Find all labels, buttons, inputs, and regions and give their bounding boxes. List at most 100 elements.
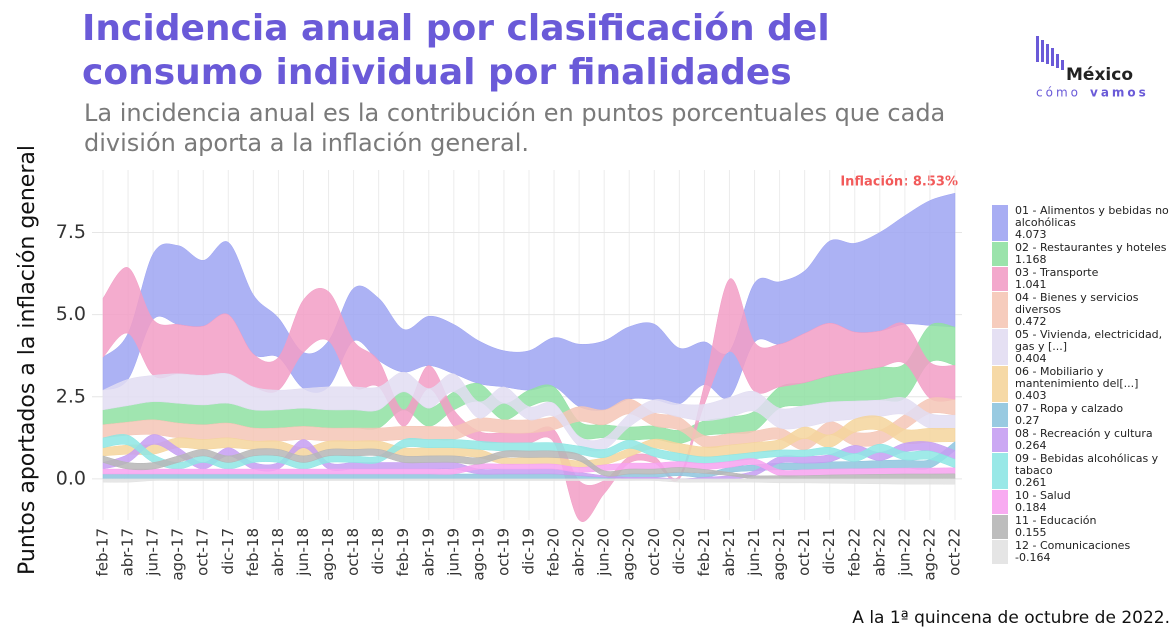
- legend-label: 01 - Alimentos y bebidas no alcohólicas: [1015, 204, 1169, 229]
- legend-swatch: [992, 428, 1008, 452]
- x-tick-label: ago-20: [620, 528, 638, 581]
- legend-item: 01 - Alimentos y bebidas no alcohólicas 4…: [992, 205, 1170, 241]
- y-axis-title: Puntos aportados a la inflación general: [15, 145, 40, 575]
- legend-item: 11 - Educación 0.155: [992, 515, 1170, 539]
- x-tick-label: feb-19: [394, 528, 412, 577]
- x-tick-label: ago-19: [469, 528, 487, 581]
- subtitle: La incidencia anual es la contribución e…: [84, 99, 945, 127]
- x-tick-label: jun-22: [895, 528, 913, 577]
- legend-label: 12 - Comunicaciones: [1015, 539, 1131, 552]
- legend-text: 04 - Bienes y servicios diversos 0.472: [1015, 292, 1170, 328]
- x-tick-label: jun-17: [144, 528, 162, 577]
- x-tick-label: feb-20: [545, 528, 563, 577]
- legend-item: 02 - Restaurantes y hoteles 1.168: [992, 242, 1170, 266]
- legend-label: 09 - Bebidas alcohólicas y tabaco: [1015, 452, 1159, 477]
- legend-label: 03 - Transporte: [1015, 266, 1099, 279]
- x-tick-label: ago-21: [770, 528, 788, 581]
- x-tick-label: jun-21: [745, 528, 763, 577]
- legend-swatch: [992, 453, 1008, 489]
- legend-text: 02 - Restaurantes y hoteles 1.168: [1015, 242, 1167, 266]
- y-tick-label: 2.5: [56, 385, 86, 407]
- legend-text: 06 - Mobiliario y mantenimiento del[...]…: [1015, 366, 1170, 402]
- legend-value: 0.264: [1015, 439, 1047, 452]
- x-tick-label: ago-22: [920, 528, 938, 581]
- legend-swatch: [992, 490, 1008, 514]
- areas: [102, 192, 956, 522]
- x-tick-label: dic-21: [820, 528, 838, 574]
- y-tick-label: 0.0: [56, 467, 86, 489]
- x-tick-label: dic-17: [219, 528, 237, 574]
- legend-value: 1.041: [1015, 278, 1047, 291]
- annotation: Inflación: 8.53%: [840, 175, 958, 190]
- logo-tagline: cómo: [1036, 86, 1081, 100]
- x-tick-label: abr-21: [720, 528, 738, 576]
- legend-value: 4.073: [1015, 228, 1047, 241]
- x-tick-label: oct-18: [344, 528, 362, 576]
- chart-title: consumo individual por finalidades: [82, 52, 792, 93]
- x-tick-label: jun-20: [595, 528, 613, 577]
- legend-label: 05 - Vivienda, electricidad, gas y [...]: [1015, 328, 1163, 353]
- x-tick-label: feb-21: [695, 528, 713, 577]
- x-tick-label: abr-17: [119, 528, 137, 576]
- x-tick-label: abr-19: [419, 528, 437, 576]
- legend-swatch: [992, 292, 1008, 328]
- legend-item: 12 - Comunicaciones -0.164: [992, 540, 1170, 564]
- legend-text: 01 - Alimentos y bebidas no alcohólicas 4…: [1015, 205, 1170, 241]
- legend-item: 05 - Vivienda, electricidad, gas y [...]…: [992, 329, 1170, 365]
- x-tick-label: feb-18: [244, 528, 262, 577]
- legend-value: 0.27: [1015, 414, 1040, 427]
- legend-value: 1.168: [1015, 253, 1047, 266]
- legend-swatch: [992, 267, 1008, 291]
- x-tick-label: dic-20: [670, 528, 688, 574]
- subtitle: división aporta a la inflación general.: [84, 129, 529, 157]
- legend-label: 04 - Bienes y servicios diversos: [1015, 291, 1139, 316]
- legend-item: 09 - Bebidas alcohólicas y tabaco 0.261: [992, 453, 1170, 489]
- y-tick-label: 7.5: [56, 221, 86, 243]
- x-tick-label: abr-20: [570, 528, 588, 576]
- logo-tagline: vamos: [1090, 86, 1149, 100]
- x-tick-label: ago-17: [169, 528, 187, 581]
- legend-swatch: [992, 515, 1008, 539]
- x-tick-label: feb-17: [94, 528, 112, 577]
- legend-item: 04 - Bienes y servicios diversos 0.472: [992, 292, 1170, 328]
- logo: México cómo vamos: [1036, 36, 1149, 100]
- legend-value: -0.164: [1015, 551, 1051, 564]
- area: [102, 478, 956, 485]
- legend-text: 07 - Ropa y calzado 0.27: [1015, 403, 1123, 427]
- legend-text: 08 - Recreación y cultura 0.264: [1015, 428, 1153, 452]
- y-tick-label: 5.0: [56, 303, 86, 325]
- x-tick-label: abr-22: [870, 528, 888, 576]
- legend-item: 07 - Ropa y calzado 0.27: [992, 403, 1170, 427]
- legend-label: 11 - Educación: [1015, 514, 1097, 527]
- legend-value: 0.404: [1015, 352, 1047, 365]
- legend-text: 03 - Transporte 1.041: [1015, 267, 1098, 291]
- x-tick-label: oct-20: [645, 528, 663, 576]
- legend-text: 10 - Salud 0.184: [1015, 490, 1071, 514]
- caption: A la 1ª quincena de octubre de 2022.: [852, 608, 1170, 628]
- chart-title: Incidencia anual por clasificación del: [82, 8, 830, 49]
- legend-text: 09 - Bebidas alcohólicas y tabaco 0.261: [1015, 453, 1170, 489]
- legend-value: 0.472: [1015, 315, 1047, 328]
- x-tick-label: abr-18: [269, 528, 287, 576]
- legend-swatch: [992, 329, 1008, 365]
- x-tick-label: jun-18: [294, 528, 312, 577]
- legend-swatch: [992, 205, 1008, 241]
- x-tick-label: jun-19: [444, 528, 462, 577]
- x-tick-label: dic-19: [520, 528, 538, 574]
- legend-label: 10 - Salud: [1015, 489, 1071, 502]
- legend-text: 05 - Vivienda, electricidad, gas y [...]…: [1015, 329, 1170, 365]
- legend-label: 02 - Restaurantes y hoteles: [1015, 241, 1167, 254]
- legend-value: 0.261: [1015, 476, 1047, 489]
- legend-swatch: [992, 540, 1008, 564]
- legend-label: 07 - Ropa y calzado: [1015, 402, 1124, 415]
- legend-swatch: [992, 242, 1008, 266]
- legend: 01 - Alimentos y bebidas no alcohólicas 4…: [992, 205, 1170, 565]
- legend-text: 11 - Educación 0.155: [1015, 515, 1096, 539]
- legend-swatch: [992, 366, 1008, 402]
- legend-label: 06 - Mobiliario y mantenimiento del[...]: [1015, 365, 1139, 390]
- legend-text: 12 - Comunicaciones -0.164: [1015, 540, 1130, 564]
- x-tick-label: oct-19: [494, 528, 512, 576]
- x-tick-label: feb-22: [845, 528, 863, 577]
